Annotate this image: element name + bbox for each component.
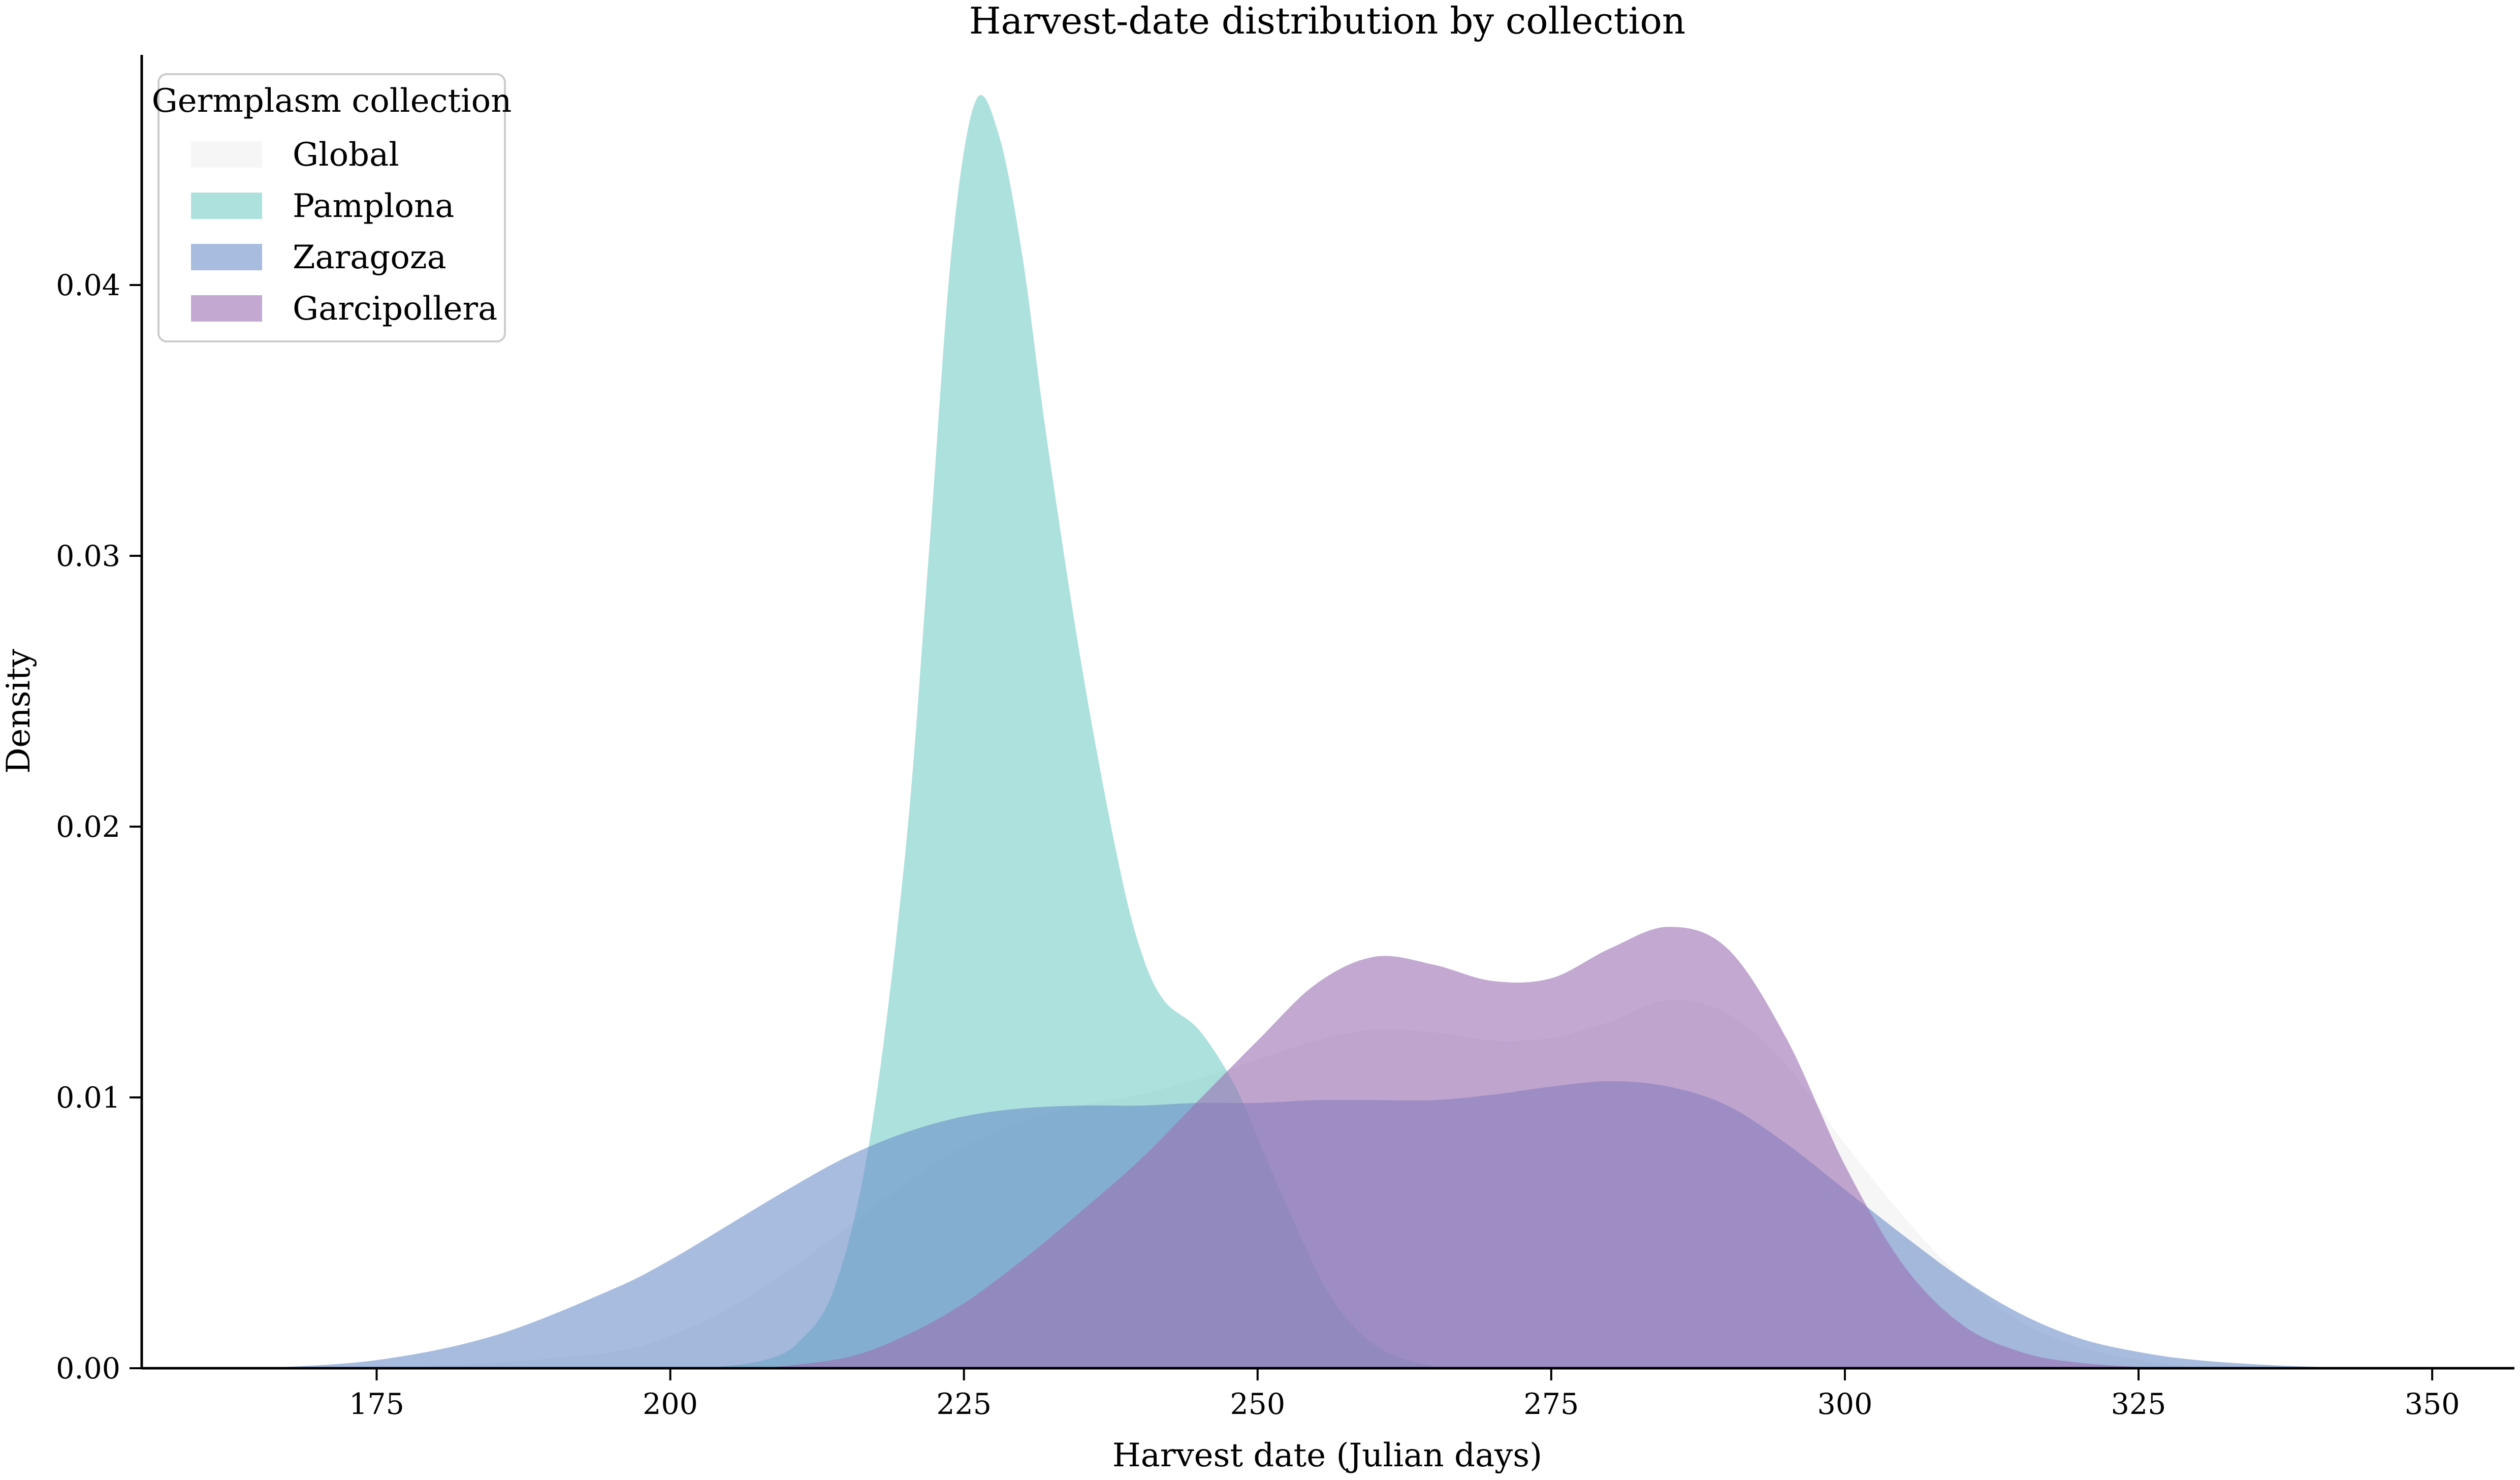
legend-swatch-pamplona — [191, 193, 262, 219]
x-tick-label: 325 — [2111, 1388, 2166, 1421]
y-tick-label: 0.01 — [56, 1081, 120, 1115]
x-tick-label: 200 — [643, 1388, 698, 1421]
legend-swatch-garcipollera — [191, 295, 262, 322]
x-tick-label: 350 — [2405, 1388, 2460, 1421]
density-area-pamplona — [705, 95, 1446, 1369]
y-tick-label: 0.04 — [56, 269, 120, 302]
y-tick-label: 0.03 — [56, 540, 120, 573]
x-tick-label: 225 — [936, 1388, 992, 1421]
x-axis-label: Harvest date (Julian days) — [1112, 1437, 1542, 1474]
legend-swatch-global — [191, 141, 262, 168]
x-axis-ticks: 175 200 225 250 275 300 325 350 — [349, 1368, 2460, 1421]
density-area-garcipollera — [764, 927, 2162, 1368]
legend-items: Global Pamplona Zaragoza Garcipollera — [191, 136, 497, 328]
legend: Germplasm collection Global Pamplona Zarag… — [152, 73, 512, 342]
legend-swatch-zaragoza — [191, 244, 262, 270]
x-tick-label: 175 — [349, 1388, 404, 1421]
legend-label-pamplona: Pamplona — [293, 187, 454, 225]
legend-label-garcipollera: Garcipollera — [293, 290, 497, 328]
density-areas — [259, 95, 2374, 1369]
legend-title: Germplasm collection — [152, 82, 512, 120]
chart-title: Harvest-date distribution by collection — [969, 0, 1686, 42]
y-tick-label: 0.02 — [56, 810, 120, 844]
legend-label-zaragoza: Zaragoza — [293, 239, 446, 276]
legend-label-global: Global — [293, 136, 399, 174]
x-tick-label: 300 — [1817, 1388, 1873, 1421]
y-tick-label: 0.00 — [56, 1352, 120, 1385]
legend-box — [157, 73, 506, 342]
y-axis-ticks: 0.00 0.01 0.02 0.03 0.04 — [56, 269, 142, 1385]
y-axis-label: Density — [0, 649, 38, 774]
x-tick-label: 275 — [1523, 1388, 1579, 1421]
x-tick-label: 250 — [1230, 1388, 1285, 1421]
